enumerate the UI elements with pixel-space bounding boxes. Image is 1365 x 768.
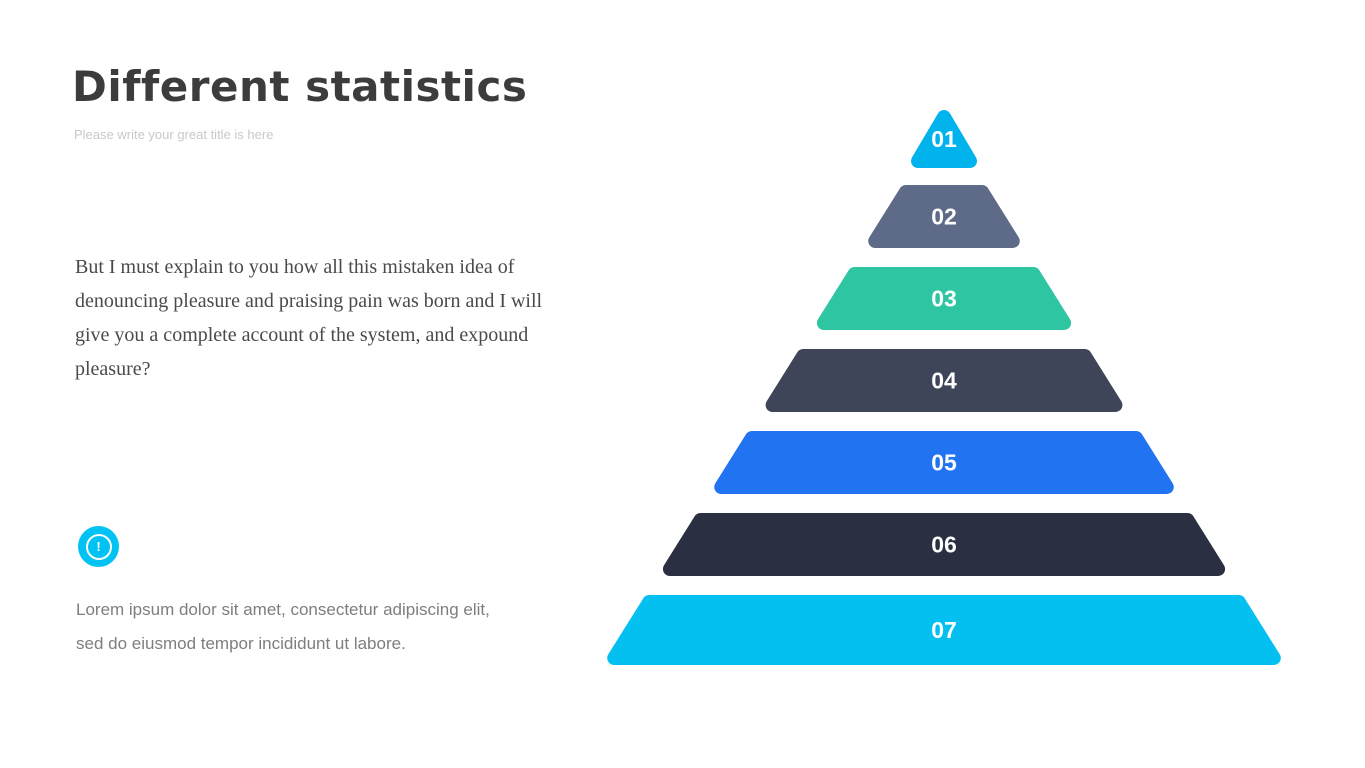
slide-title: Different statistics xyxy=(72,62,528,111)
body-paragraph: But I must explain to you how all this m… xyxy=(75,256,543,380)
pyramid-level-03: 03 xyxy=(816,267,1072,330)
pyramid-level-label: 04 xyxy=(931,368,957,394)
pyramid-level-shape xyxy=(868,185,1020,248)
pyramid-level-label: 01 xyxy=(931,126,957,152)
pyramid-level-label: 03 xyxy=(931,286,957,312)
pyramid-level-shape xyxy=(911,110,977,168)
note-text: Lorem ipsum dolor sit amet, consectetur … xyxy=(76,600,490,653)
pyramid-level-shape xyxy=(816,267,1072,330)
slide-subtitle: Please write your great title is here xyxy=(74,127,274,142)
pyramid-level-shape xyxy=(765,349,1123,412)
pyramid-level-label: 05 xyxy=(931,450,957,476)
icon-glyph: ! xyxy=(96,539,101,554)
pyramid-level-06: 06 xyxy=(662,513,1226,576)
pyramid-level-shape xyxy=(662,513,1226,576)
pyramid-diagram: 01 02 03 04 05 06 07 xyxy=(607,110,1281,665)
pyramid-level-shape xyxy=(714,431,1174,494)
pyramid-level-01: 01 xyxy=(911,110,977,168)
pyramid-level-07: 07 xyxy=(607,595,1281,665)
icon-ring: ! xyxy=(85,533,112,560)
pyramid-level-04: 04 xyxy=(765,349,1123,412)
pyramid-level-label: 06 xyxy=(931,532,957,558)
exclamation-circle-icon: ! xyxy=(78,526,119,567)
pyramid-level-05: 05 xyxy=(714,431,1174,494)
pyramid-level-label: 07 xyxy=(931,617,957,643)
pyramid-level-label: 02 xyxy=(931,204,957,230)
pyramid-level-02: 02 xyxy=(868,185,1020,248)
pyramid-level-shape xyxy=(607,595,1281,665)
